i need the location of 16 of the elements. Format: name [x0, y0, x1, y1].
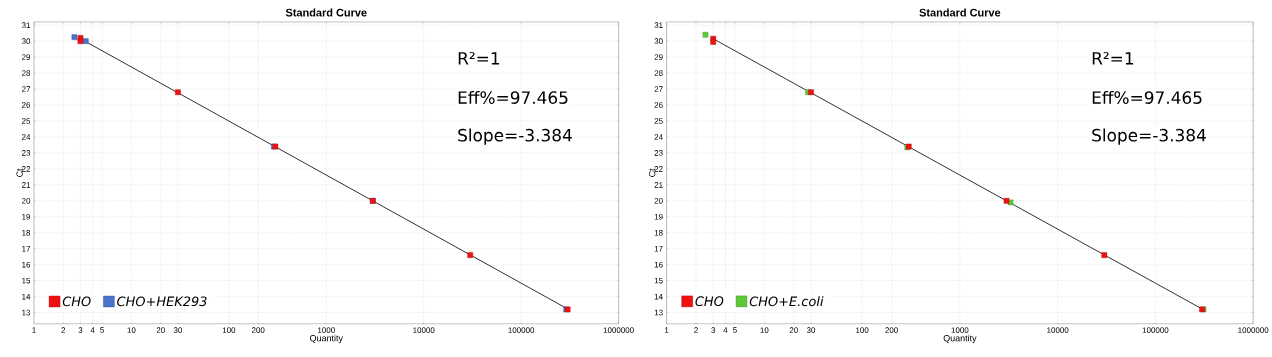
legend-label: CHO [695, 296, 724, 307]
annotation: Eff%=97.465 [458, 90, 568, 105]
legend-label: CHO+E.coli [749, 296, 824, 307]
legend-label: CHO+HEK293 [117, 296, 207, 307]
y-axis-title: Ct [649, 168, 656, 178]
chart-title: Standard Curve [919, 8, 1001, 17]
annotation: Slope=-3.384 [458, 128, 572, 145]
x-axis-title: Quantity [943, 334, 977, 344]
annotation: Slope=-3.384 [1092, 128, 1206, 145]
chart-title: Standard Curve [285, 8, 367, 17]
y-axis-title: Ct [16, 168, 23, 178]
annotation: R²=1 [458, 52, 500, 65]
legend-label: CHO [62, 296, 91, 307]
annotation: R²=1 [1092, 52, 1134, 65]
annotation: Eff%=97.465 [1092, 90, 1202, 105]
x-axis-title: Quantity [310, 334, 343, 344]
